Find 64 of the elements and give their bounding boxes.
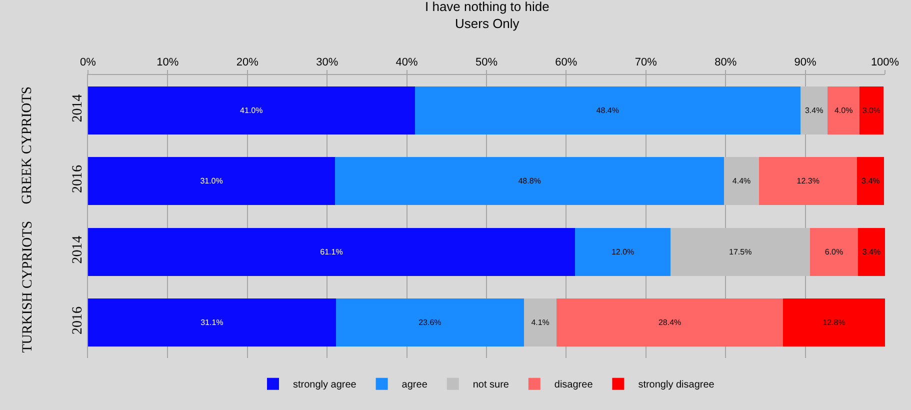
x-tick-label: 50% <box>475 56 498 69</box>
data-label: 3.4% <box>862 247 881 256</box>
data-label: 12.3% <box>796 176 820 186</box>
data-label: 12.8% <box>822 318 846 328</box>
legend-label: strongly disagree <box>638 380 715 391</box>
x-tick-label: 30% <box>316 56 338 69</box>
x-tick-label: 60% <box>555 56 578 69</box>
bar <box>857 157 884 206</box>
data-label: 31.0% <box>200 176 223 186</box>
x-tick-label: 40% <box>396 56 418 69</box>
data-label: 17.5% <box>729 247 752 256</box>
bar <box>88 298 336 347</box>
data-label: 4.4% <box>732 176 751 186</box>
bar <box>574 228 671 276</box>
data-label: 3.4% <box>804 106 824 115</box>
bar <box>724 157 760 206</box>
bar <box>800 86 828 134</box>
data-label: 4.0% <box>834 106 853 115</box>
legend-label: strongly agree <box>293 380 357 391</box>
bar <box>860 86 884 134</box>
x-tick-label: 20% <box>236 56 259 69</box>
legend-label: disagree <box>554 380 594 391</box>
data-label: 41.0% <box>240 106 263 115</box>
data-label: 3.4% <box>862 176 880 186</box>
legend-label: not sure <box>472 380 510 391</box>
bar <box>828 86 860 134</box>
bar <box>88 86 415 134</box>
legend-label: agree <box>402 380 428 391</box>
bar <box>858 228 885 276</box>
x-tick-label: 0% <box>80 56 96 69</box>
bar <box>88 157 336 206</box>
x-tick-label: 70% <box>634 56 658 69</box>
x-tick-label: 10% <box>156 56 179 69</box>
x-tick-label: 80% <box>714 56 737 69</box>
chart-subtitle: Users Only <box>455 16 520 31</box>
bar <box>88 228 575 276</box>
bar <box>556 298 783 347</box>
y-tick-label: 2016 <box>70 306 86 335</box>
data-label: 48.8% <box>518 176 541 186</box>
data-label: 61.1% <box>320 247 343 256</box>
bar <box>335 157 724 206</box>
data-label: 12.0% <box>611 247 634 256</box>
x-tick-label: 90% <box>794 56 817 69</box>
bar <box>670 228 810 276</box>
bar <box>810 228 858 276</box>
bar <box>524 298 557 347</box>
data-label: 31.1% <box>200 318 224 328</box>
text: TURKISH CYPRIOTS <box>20 220 36 353</box>
text: GREEK CYPRIOTS <box>20 86 35 204</box>
chart-title: I have nothing to hide <box>425 0 550 14</box>
data-label: 28.4% <box>658 318 682 328</box>
bar <box>782 298 885 347</box>
data-label: 48.4% <box>596 106 619 115</box>
data-label: 3.0% <box>862 106 880 115</box>
data-label: 23.6% <box>418 318 442 328</box>
data-label: 4.1% <box>531 318 550 328</box>
y-tick-label: 2014 <box>70 94 86 122</box>
data-label: 6.0% <box>824 247 844 256</box>
bar <box>759 157 858 206</box>
bar <box>336 298 524 347</box>
y-tick-label: 2016 <box>70 165 86 194</box>
x-tick-label: 100% <box>870 56 900 69</box>
bar <box>414 86 801 134</box>
y-tick-label: 2014 <box>70 236 86 264</box>
